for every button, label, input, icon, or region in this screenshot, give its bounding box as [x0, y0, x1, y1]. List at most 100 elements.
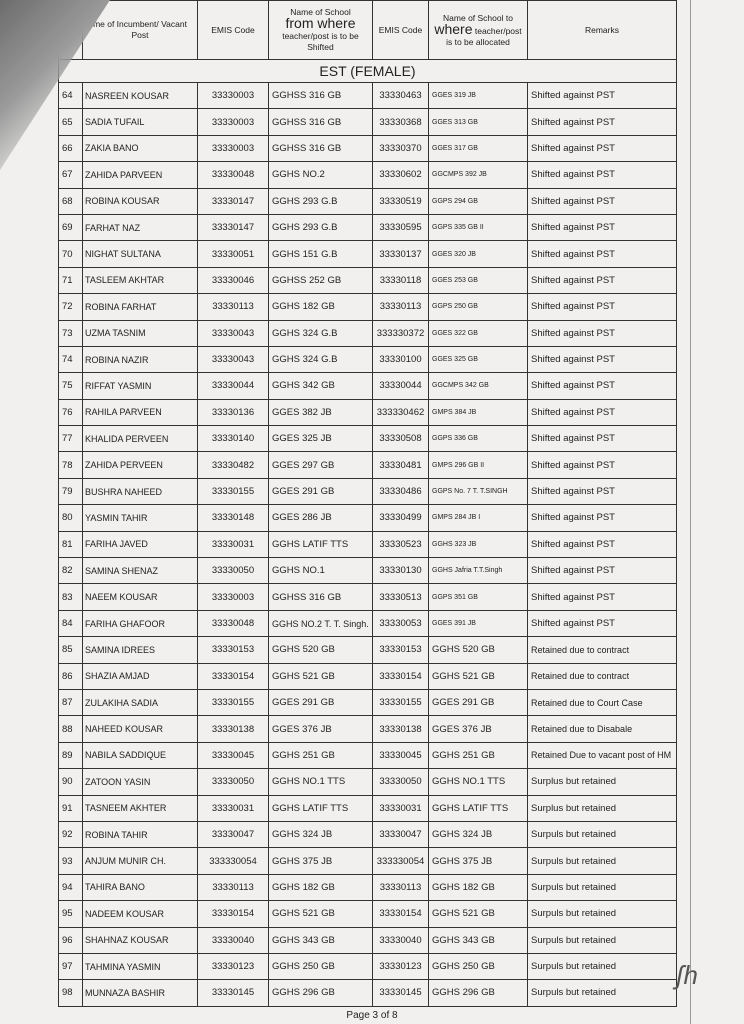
- cell-emis-to: 33330138: [372, 715, 429, 743]
- cell-name: ZATOON YASIN: [82, 768, 198, 796]
- table-row: 86 SHAZIA AMJAD 33330154 GGHS 521 GB 3333015…: [58, 662, 677, 690]
- cell-name: SHAHNAZ KOUSAR: [82, 926, 198, 954]
- cell-remarks: Shifted against PST: [527, 477, 677, 506]
- cell-name: TAHIRA BANO: [82, 873, 198, 902]
- cell-school-from: GGHS 296 GB: [268, 979, 373, 1007]
- table-row: 84 FARIHA GHAFOOR 33330048 GGHS NO.2 T. T. …: [58, 609, 677, 638]
- cell-school-to: GGHS 520 GB: [428, 636, 528, 664]
- table-row: 70 NIGHAT SULTANA 33330051 GGHS 151 G.B 3333…: [58, 240, 677, 268]
- cell-serial: 81: [58, 530, 83, 559]
- table-row: 64 NASREEN KOUSAR 33330003 GGHSS 316 GB 3333…: [58, 81, 677, 110]
- cell-school-from: GGES 382 JB: [268, 398, 373, 427]
- cell-remarks: Shifted against PST: [527, 583, 677, 611]
- table-row: 81 FARIHA JAVED 33330031 GGHS LATIF TTS 3333…: [58, 530, 677, 559]
- cell-emis-from: 33330044: [197, 372, 269, 400]
- cell-emis-to: 33330153: [372, 636, 429, 664]
- cell-emis-to: 333330462: [372, 398, 429, 427]
- cell-emis-from: 33330031: [197, 794, 269, 822]
- cell-school-from: GGES 286 JB: [268, 504, 373, 532]
- cell-remarks: Shifted against PST: [527, 504, 677, 532]
- cell-name: UZMA TASNIM: [82, 319, 198, 347]
- cell-school-to: GGHS 250 GB: [428, 952, 528, 981]
- table-row: 93 ANJUM MUNIR CH. 333330054 GGHS 375 JB 333…: [58, 847, 677, 875]
- cell-emis-from: 33330003: [197, 81, 269, 110]
- cell-serial: 78: [58, 451, 83, 479]
- cell-school-from: GGHS 375 JB: [268, 847, 373, 875]
- cell-school-to: GGHS LATIF TTS: [428, 794, 528, 822]
- cell-emis-to: 33330602: [372, 161, 429, 189]
- cell-school-from: GGHS 182 GB: [268, 873, 373, 902]
- cell-serial: 86: [58, 662, 83, 690]
- cell-emis-to: 33330137: [372, 240, 429, 268]
- cell-school-to: GGES 391 JB: [428, 609, 528, 638]
- cell-emis-from: 33330154: [197, 662, 269, 690]
- cell-remarks: Shifted against PST: [527, 187, 677, 215]
- cell-emis-from: 33330123: [197, 952, 269, 981]
- cell-emis-from: 33330045: [197, 741, 269, 770]
- cell-school-to: GGES 376 JB: [428, 715, 528, 743]
- cell-remarks: Shifted against PST: [527, 451, 677, 479]
- cell-school-from: GGHS NO.1 TTS: [268, 768, 373, 796]
- cell-remarks: Shifted against PST: [527, 609, 677, 638]
- cell-school-from: GGHS 182 GB: [268, 293, 373, 321]
- cell-emis-from: 33330154: [197, 900, 269, 928]
- cell-school-to: GGPS 250 GB: [428, 293, 528, 321]
- cell-serial: 91: [58, 794, 83, 822]
- table-row: 85 SAMINA IDREES 33330153 GGHS 520 GB 333301…: [58, 636, 677, 664]
- cell-school-to: GMPS 296 GB II: [428, 451, 528, 479]
- cell-remarks: Shifted against PST: [527, 372, 677, 400]
- header-emis-to: EMIS Code: [372, 0, 429, 60]
- cell-emis-to: 33330154: [372, 900, 429, 928]
- cell-emis-to: 33330118: [372, 266, 429, 295]
- cell-serial: 77: [58, 425, 83, 453]
- cell-school-to: GGCMPS 392 JB: [428, 161, 528, 189]
- cell-remarks: Shifted against PST: [527, 398, 677, 427]
- cell-emis-to: 33330595: [372, 213, 429, 242]
- cell-emis-to: 33330130: [372, 557, 429, 585]
- cell-school-from: GGHS NO.1: [268, 557, 373, 585]
- page-footer: Page 3 of 8: [346, 1010, 398, 1021]
- cell-serial: 66: [58, 134, 83, 163]
- cell-emis-from: 33330043: [197, 345, 269, 374]
- cell-remarks: Shifted against PST: [527, 425, 677, 453]
- cell-remarks: Retained due to contract: [527, 636, 677, 664]
- cell-name: NIGHAT SULTANA: [82, 240, 198, 268]
- cell-serial: 69: [58, 213, 83, 242]
- cell-school-from: GGHS 520 GB: [268, 636, 373, 664]
- cell-school-to: GGCMPS 342 GB: [428, 372, 528, 400]
- cell-name: NAEEM KOUSAR: [82, 583, 198, 611]
- table-row: 66 ZAKIA BANO 33330003 GGHSS 316 GB 33330370…: [58, 134, 677, 163]
- cell-emis-to: 33330113: [372, 293, 429, 321]
- cell-name: YASMIN TAHIR: [82, 504, 198, 532]
- cell-school-to: GGHS 251 GB: [428, 741, 528, 770]
- cell-serial: 70: [58, 240, 83, 268]
- cell-school-from: GGHS 342 GB: [268, 372, 373, 400]
- cell-school-to: GGHS 296 GB: [428, 979, 528, 1007]
- cell-serial: 68: [58, 187, 83, 215]
- cell-emis-from: 33330043: [197, 319, 269, 347]
- cell-name: ANJUM MUNIR CH.: [82, 847, 198, 875]
- cell-emis-from: 33330040: [197, 926, 269, 954]
- cell-emis-to: 33330040: [372, 926, 429, 954]
- cell-school-to: GGHS Jafria T.T.Singh: [428, 557, 528, 585]
- table-row: 89 NABILA SADDIQUE 33330045 GGHS 251 GB 3333…: [58, 741, 677, 770]
- cell-emis-to: 33330499: [372, 504, 429, 532]
- cell-emis-from: 33330136: [197, 398, 269, 427]
- cell-serial: 96: [58, 926, 83, 954]
- cell-school-to: GGHS 323 JB: [428, 530, 528, 559]
- cell-emis-to: 33330113: [372, 873, 429, 902]
- cell-serial: 75: [58, 372, 83, 400]
- cell-school-from: GGHS 151 G.B: [268, 240, 373, 268]
- cell-emis-to: 333330372: [372, 319, 429, 347]
- cell-serial: 71: [58, 266, 83, 295]
- cell-school-to: GGES 320 JB: [428, 240, 528, 268]
- cell-emis-to: 33330486: [372, 477, 429, 506]
- table-row: 96 SHAHNAZ KOUSAR 33330040 GGHS 343 GB 33330…: [58, 926, 677, 954]
- cell-name: SAMINA IDREES: [82, 636, 198, 664]
- cell-serial: 65: [58, 108, 83, 136]
- cell-emis-to: 33330050: [372, 768, 429, 796]
- cell-emis-to: 33330031: [372, 794, 429, 822]
- table-row: 94 TAHIRA BANO 33330113 GGHS 182 GB 33330113…: [58, 873, 677, 902]
- cell-school-from: GGHSS 316 GB: [268, 134, 373, 163]
- cell-emis-to: 333330054: [372, 847, 429, 875]
